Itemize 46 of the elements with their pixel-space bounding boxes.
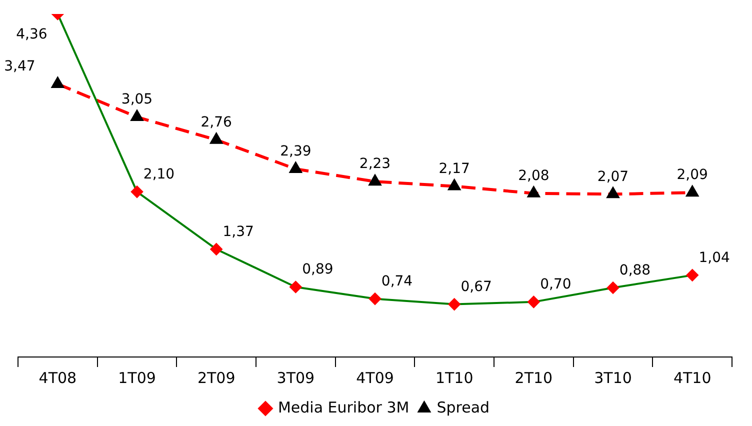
data-label: 0,89 — [302, 262, 334, 278]
x-tick-label: 2T10 — [514, 368, 553, 387]
x-tick-label: 2T09 — [197, 368, 236, 387]
legend-label: Spread — [436, 398, 490, 416]
data-label: 2,10 — [143, 166, 175, 182]
point — [52, 78, 64, 88]
point — [210, 133, 222, 144]
x-tick-label: 1T09 — [118, 368, 156, 387]
data-label: 0,88 — [619, 262, 651, 278]
data-label: 3,05 — [121, 92, 153, 108]
data-label: 1,04 — [698, 250, 730, 266]
point — [448, 180, 460, 190]
data-label: 1,37 — [222, 224, 254, 240]
point — [528, 186, 540, 198]
point — [607, 188, 619, 198]
point — [290, 162, 302, 173]
data-label: 2,08 — [518, 168, 550, 184]
data-label: 4,36 — [16, 26, 48, 43]
data-label: 2,07 — [597, 168, 629, 185]
point — [448, 298, 460, 310]
x-tick-label: 3T10 — [594, 368, 632, 387]
point — [369, 175, 381, 186]
data-label: 2,76 — [200, 114, 232, 131]
data-label: 2,09 — [676, 167, 708, 184]
legend-label: Media Euribor 3M — [278, 398, 410, 416]
x-tick-label: 1T10 — [435, 368, 474, 387]
data-label: 3,47 — [4, 58, 36, 75]
point — [290, 280, 302, 293]
point — [686, 269, 698, 282]
point — [210, 243, 222, 256]
x-tick-label: 4T09 — [356, 368, 394, 387]
point — [528, 296, 540, 308]
point — [131, 110, 143, 122]
x-tick-label: 3T09 — [276, 368, 315, 387]
point — [607, 282, 619, 294]
data-label: 0,67 — [460, 278, 492, 295]
data-label: 2,39 — [280, 144, 312, 160]
point — [131, 186, 143, 198]
x-tick-label: 4T08 — [38, 368, 77, 387]
point — [369, 292, 381, 305]
x-tick-label: 4T10 — [673, 368, 712, 387]
data-label: 0,74 — [381, 273, 413, 290]
data-label: 0,70 — [540, 276, 572, 293]
data-label: 2,23 — [359, 156, 391, 172]
point — [686, 186, 698, 197]
data-label: 2,17 — [438, 160, 470, 177]
